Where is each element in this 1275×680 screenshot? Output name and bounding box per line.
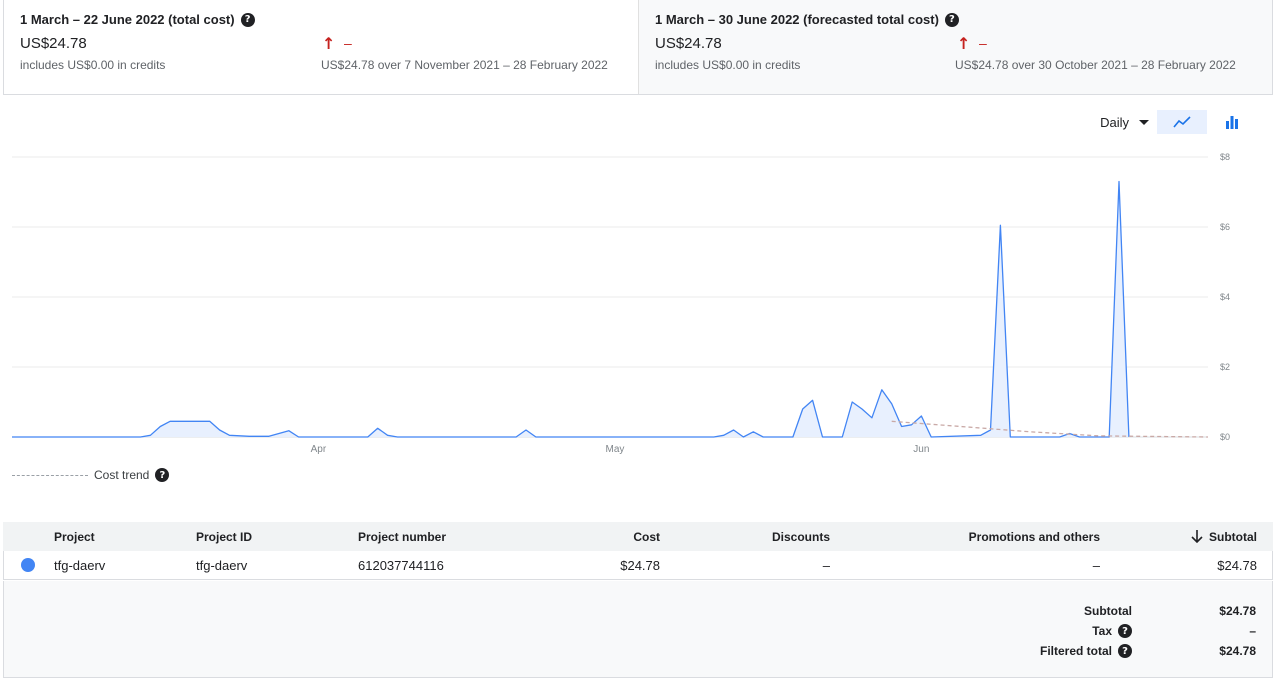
x-tick-label: May	[605, 444, 624, 455]
filtered-total-label-text: Filtered total	[1039, 644, 1112, 658]
trend-percent: –	[344, 35, 352, 51]
trend-comparison-text: US$24.78 over 30 October 2021 – 28 Febru…	[955, 58, 1236, 72]
total-cost-title: 1 March – 22 June 2022 (total cost) ?	[20, 12, 255, 27]
bar-chart-toggle[interactable]	[1207, 110, 1257, 134]
bar-chart-icon	[1226, 116, 1238, 129]
x-tick-label: Jun	[913, 444, 929, 455]
column-header-promotions[interactable]: Promotions and others	[968, 529, 1100, 544]
cell-project-number: 612037744116	[358, 557, 444, 573]
tax-label: Tax ?	[1092, 624, 1132, 638]
arrow-down-icon	[1191, 530, 1203, 543]
tax-label-text: Tax	[1092, 624, 1112, 638]
forecast-cost-credits: includes US$0.00 in credits	[655, 58, 801, 72]
granularity-dropdown[interactable]: Daily	[1100, 115, 1149, 130]
total-cost-amount: US$24.78	[20, 35, 87, 52]
trend-line	[891, 420, 1209, 438]
caret-down-icon	[1139, 119, 1149, 125]
total-cost-title-text: 1 March – 22 June 2022 (total cost)	[20, 12, 235, 27]
y-tick-label: $0	[1220, 432, 1230, 442]
cost-chart: $8 $6 $4 $2 $0 Apr May Jun	[12, 152, 1230, 455]
column-header-discounts[interactable]: Discounts	[771, 529, 830, 544]
tax-value: –	[1249, 624, 1256, 638]
subtotal-label-text: Subtotal	[1084, 604, 1132, 618]
cell-discounts: –	[822, 557, 830, 573]
trend-percent: –	[979, 35, 987, 51]
subtotal-label: Subtotal	[1084, 604, 1132, 618]
filtered-total-value: $24.78	[1219, 644, 1256, 658]
table-header: Project Project ID Project number Cost D…	[3, 522, 1273, 551]
forecast-cost-title-text: 1 March – 30 June 2022 (forecasted total…	[655, 12, 939, 27]
cell-promotions: –	[1092, 557, 1100, 573]
arrow-up-icon: ↑	[322, 34, 336, 53]
chart-controls: Daily	[1100, 110, 1257, 134]
line-chart-toggle[interactable]	[1157, 110, 1207, 134]
granularity-value: Daily	[1100, 114, 1129, 130]
arrow-up-icon: ↑	[957, 34, 971, 53]
y-tick-label: $6	[1220, 222, 1230, 232]
cell-subtotal: $24.78	[1217, 557, 1257, 573]
forecast-cost-card: 1 March – 30 June 2022 (forecasted total…	[639, 0, 1272, 94]
cell-project-id: tfg-daerv	[196, 557, 248, 573]
x-tick-label: Apr	[311, 444, 327, 455]
forecast-cost-title: 1 March – 30 June 2022 (forecasted total…	[655, 12, 959, 27]
subtotal-value: $24.78	[1219, 604, 1256, 618]
subtotal-header-label: Subtotal	[1209, 529, 1257, 544]
cost-trend-line-swatch	[12, 474, 88, 476]
cell-project: tfg-daerv	[54, 557, 106, 573]
filtered-total-label: Filtered total ?	[1040, 644, 1132, 658]
help-icon[interactable]: ?	[240, 12, 255, 27]
column-header-project[interactable]: Project	[54, 529, 95, 544]
series-color-dot	[21, 558, 35, 572]
cell-cost: $24.78	[620, 557, 660, 573]
total-cost-credits: includes US$0.00 in credits	[20, 58, 166, 72]
trend-comparison-text: US$24.78 over 7 November 2021 – 28 Febru…	[321, 58, 608, 72]
total-cost-card: 1 March – 22 June 2022 (total cost) ? US…	[4, 0, 639, 94]
cost-trend-label: Cost trend	[94, 468, 150, 482]
y-tick-label: $8	[1220, 152, 1230, 162]
y-tick-label: $2	[1220, 362, 1230, 372]
line-chart-icon	[1173, 116, 1191, 128]
summary-cards: 1 March – 22 June 2022 (total cost) ? US…	[3, 0, 1273, 95]
help-icon[interactable]: ?	[1118, 644, 1132, 658]
column-header-subtotal[interactable]: Subtotal	[1191, 530, 1257, 544]
totals-panel: Subtotal $24.78 Tax ? – Filtered total ?…	[3, 581, 1273, 678]
table-row[interactable]: tfg-daerv tfg-daerv 612037744116 $24.78 …	[3, 551, 1273, 580]
chart-legend: Cost trend ?	[12, 468, 170, 482]
y-tick-label: $4	[1220, 292, 1230, 302]
help-icon[interactable]: ?	[155, 468, 170, 482]
forecast-cost-amount: US$24.78	[655, 35, 722, 52]
projects-table: Project Project ID Project number Cost D…	[3, 522, 1273, 580]
column-header-project-id[interactable]: Project ID	[196, 529, 253, 544]
column-header-project-number[interactable]: Project number	[358, 529, 447, 544]
column-header-cost[interactable]: Cost	[633, 529, 660, 544]
series-area	[12, 181, 1129, 437]
series-line	[12, 180, 1130, 438]
help-icon[interactable]: ?	[1118, 624, 1132, 638]
help-icon[interactable]: ?	[944, 12, 959, 27]
